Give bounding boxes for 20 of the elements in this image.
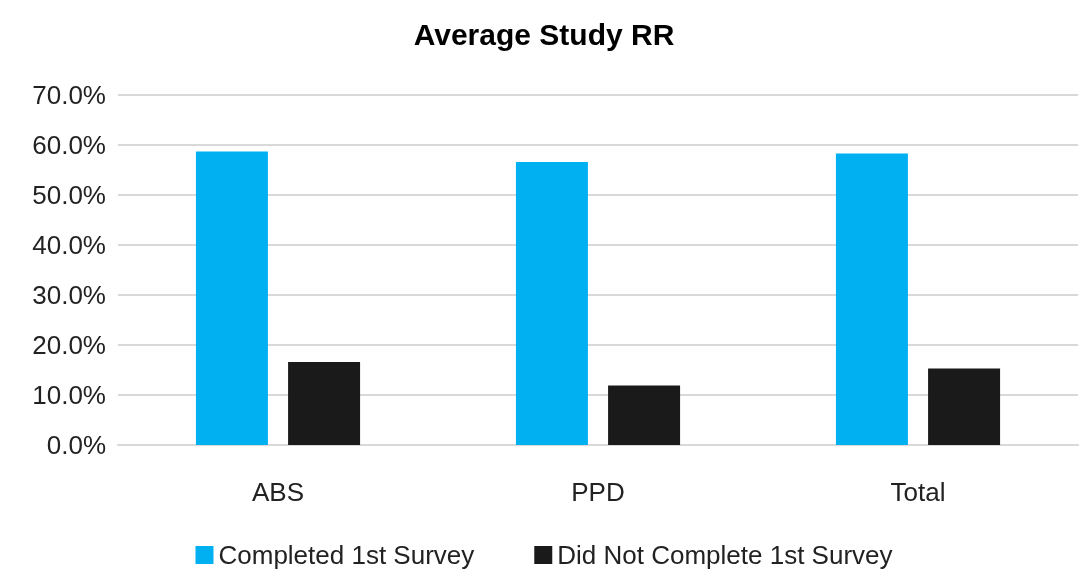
y-tick-label: 10.0% — [32, 380, 106, 410]
chart-title: Average Study RR — [413, 17, 675, 51]
y-tick-label: 40.0% — [32, 230, 106, 260]
x-tick-label: Total — [890, 477, 946, 507]
bar — [195, 151, 268, 445]
legend-label: Did Not Complete 1st Survey — [557, 540, 893, 570]
bar — [928, 368, 1001, 445]
y-tick-label: 30.0% — [32, 280, 106, 310]
bar — [515, 162, 588, 445]
bar — [608, 385, 681, 445]
x-tick-label: ABS — [251, 477, 305, 507]
bar — [288, 362, 361, 445]
legend-label: Completed 1st Survey — [218, 540, 475, 570]
y-tick-label: 20.0% — [32, 330, 106, 360]
y-tick-label: 70.0% — [32, 80, 106, 110]
x-tick-label: PPD — [571, 477, 625, 507]
y-tick-label: 0.0% — [46, 430, 106, 460]
y-tick-label: 60.0% — [32, 130, 106, 160]
y-tick-label: 50.0% — [32, 180, 106, 210]
bar — [835, 153, 908, 445]
